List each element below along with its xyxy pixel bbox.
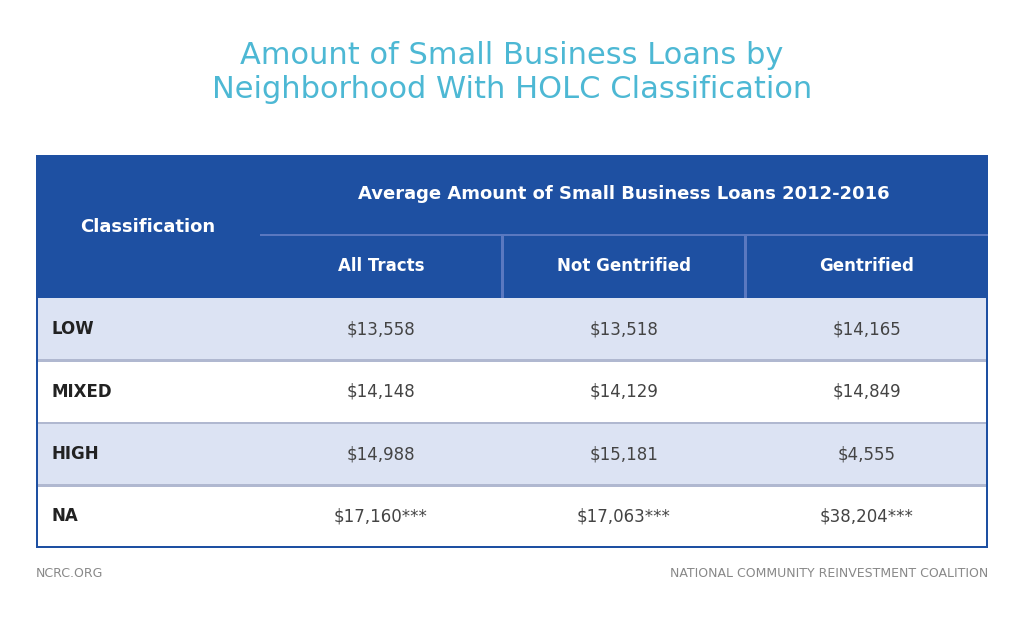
Text: NATIONAL COMMUNITY REINVESTMENT COALITION: NATIONAL COMMUNITY REINVESTMENT COALITIO… <box>670 567 988 580</box>
Text: All Tracts: All Tracts <box>338 257 424 275</box>
Text: $17,063***: $17,063*** <box>577 508 671 525</box>
Text: $14,165: $14,165 <box>833 320 901 339</box>
Text: Gentrified: Gentrified <box>819 257 914 275</box>
Text: $14,148: $14,148 <box>347 383 416 401</box>
Text: $15,181: $15,181 <box>590 445 658 463</box>
Text: NCRC.ORG: NCRC.ORG <box>36 567 103 580</box>
Text: Average Amount of Small Business Loans 2012-2016: Average Amount of Small Business Loans 2… <box>358 185 890 203</box>
Text: $4,555: $4,555 <box>838 445 896 463</box>
Text: HIGH: HIGH <box>51 445 99 463</box>
Text: LOW: LOW <box>51 320 94 339</box>
Text: Classification: Classification <box>80 218 215 235</box>
Text: Not Gentrified: Not Gentrified <box>557 257 691 275</box>
Text: $14,849: $14,849 <box>833 383 901 401</box>
Text: $17,160***: $17,160*** <box>334 508 428 525</box>
Text: $38,204***: $38,204*** <box>820 508 913 525</box>
Text: $14,129: $14,129 <box>590 383 658 401</box>
Text: MIXED: MIXED <box>51 383 112 401</box>
Text: $13,558: $13,558 <box>347 320 416 339</box>
Text: $13,518: $13,518 <box>590 320 658 339</box>
Text: Amount of Small Business Loans by
Neighborhood With HOLC Classification: Amount of Small Business Loans by Neighb… <box>212 41 812 104</box>
Text: $14,988: $14,988 <box>347 445 416 463</box>
Text: NA: NA <box>51 508 78 525</box>
